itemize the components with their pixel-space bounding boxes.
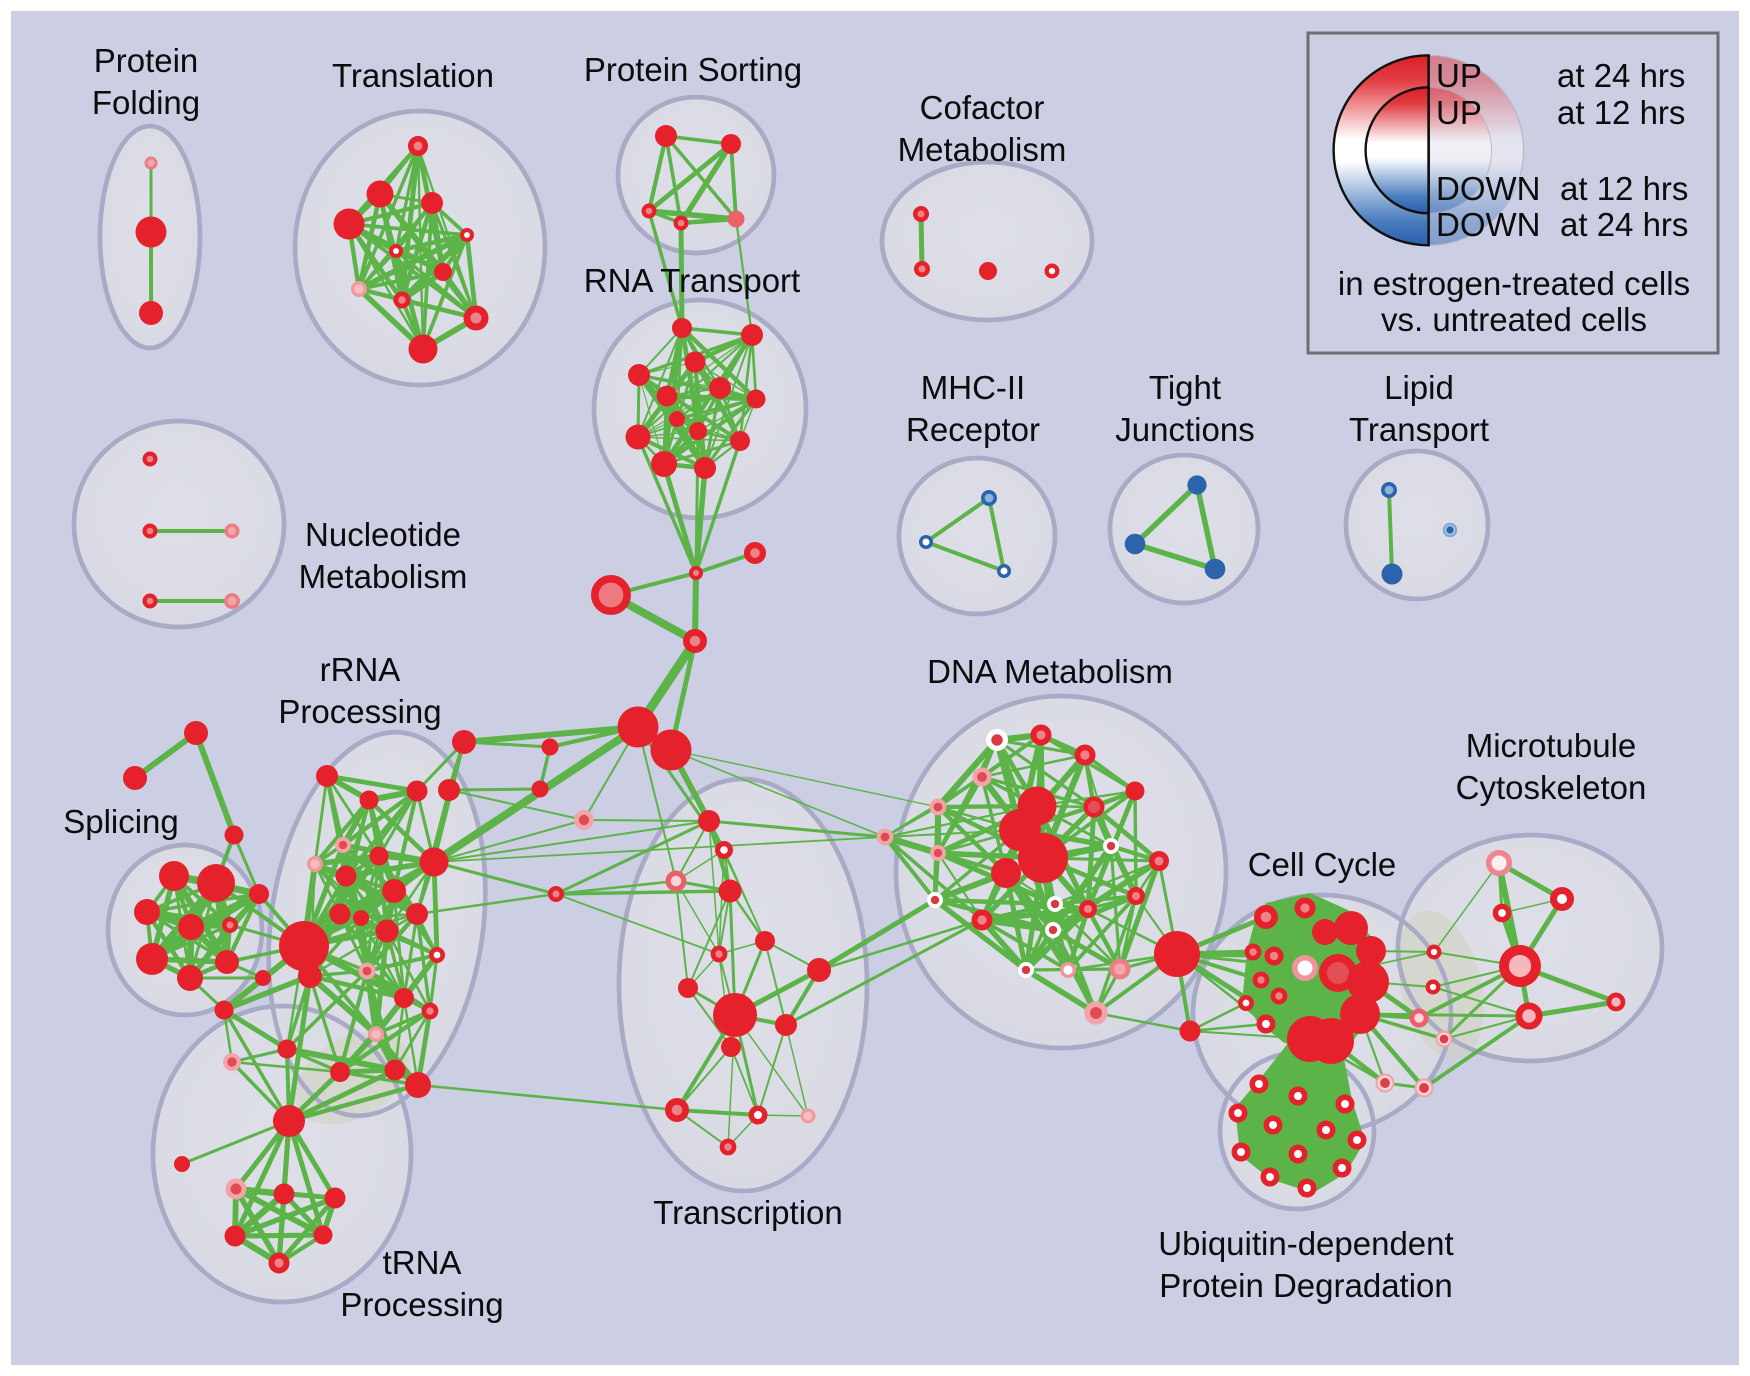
svg-text:at 24 hrs: at 24 hrs — [1560, 206, 1688, 243]
svg-text:Splicing: Splicing — [63, 803, 179, 840]
svg-text:Nucleotide: Nucleotide — [305, 516, 461, 553]
svg-text:Transcription: Transcription — [653, 1194, 843, 1231]
svg-text:UP: UP — [1436, 57, 1482, 94]
svg-text:Metabolism: Metabolism — [898, 131, 1067, 168]
svg-text:MHC-II: MHC-II — [921, 369, 1025, 406]
svg-text:Processing: Processing — [278, 693, 441, 730]
svg-text:Folding: Folding — [92, 84, 200, 121]
svg-text:DOWN: DOWN — [1436, 170, 1540, 207]
svg-text:Protein Degradation: Protein Degradation — [1159, 1267, 1453, 1304]
svg-text:Junctions: Junctions — [1115, 411, 1254, 448]
svg-text:at 12 hrs: at 12 hrs — [1557, 94, 1685, 131]
svg-text:at 12 hrs: at 12 hrs — [1560, 170, 1688, 207]
svg-text:RNA Transport: RNA Transport — [584, 262, 800, 299]
svg-text:Tight: Tight — [1149, 369, 1221, 406]
svg-text:DNA Metabolism: DNA Metabolism — [927, 653, 1173, 690]
svg-text:Microtubule: Microtubule — [1466, 727, 1637, 764]
svg-text:Transport: Transport — [1349, 411, 1489, 448]
svg-text:Translation: Translation — [332, 57, 494, 94]
svg-text:Protein: Protein — [94, 42, 199, 79]
svg-text:Cofactor: Cofactor — [920, 89, 1045, 126]
svg-text:UP: UP — [1436, 94, 1482, 131]
svg-text:Ubiquitin-dependent: Ubiquitin-dependent — [1158, 1225, 1453, 1262]
svg-text:in estrogen-treated cells: in estrogen-treated cells — [1338, 265, 1690, 302]
svg-text:rRNA: rRNA — [320, 651, 401, 688]
svg-text:Lipid: Lipid — [1384, 369, 1454, 406]
svg-text:Receptor: Receptor — [906, 411, 1040, 448]
svg-text:Cytoskeleton: Cytoskeleton — [1456, 769, 1647, 806]
svg-text:at 24 hrs: at 24 hrs — [1557, 57, 1685, 94]
svg-text:Metabolism: Metabolism — [299, 558, 468, 595]
svg-text:Processing: Processing — [340, 1286, 503, 1323]
svg-text:DOWN: DOWN — [1436, 206, 1540, 243]
svg-text:Protein Sorting: Protein Sorting — [584, 51, 802, 88]
svg-text:Cell Cycle: Cell Cycle — [1248, 846, 1397, 883]
svg-text:tRNA: tRNA — [383, 1244, 462, 1281]
svg-text:vs. untreated cells: vs. untreated cells — [1381, 301, 1647, 338]
